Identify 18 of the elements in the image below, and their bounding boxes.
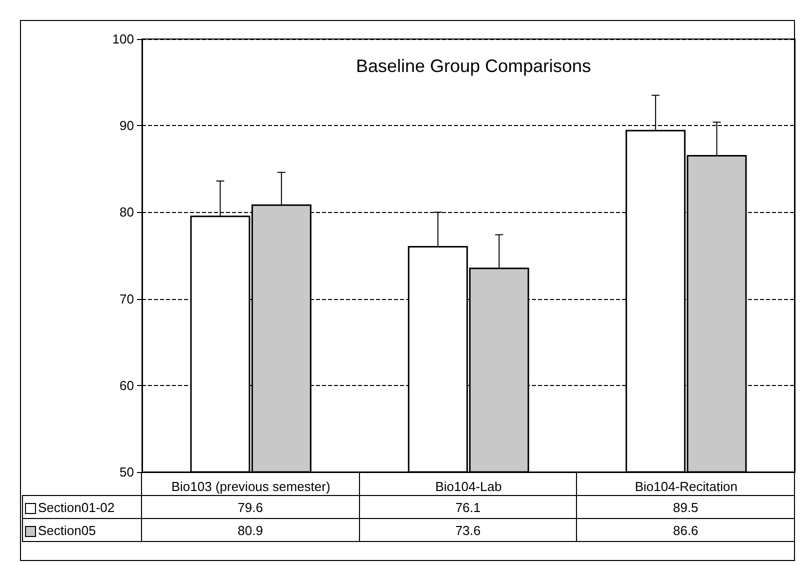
data-label: 79.6 xyxy=(142,496,360,518)
y-tick-label: 100 xyxy=(112,32,134,46)
x-tick-label: Bio104-Recitation xyxy=(634,479,738,494)
y-tick-label: 90 xyxy=(120,118,134,134)
x-tick-label: Bio103 (previous semester) xyxy=(171,479,330,494)
data-label: 86.6 xyxy=(576,518,794,542)
x-tick-label: Bio104-Lab xyxy=(435,479,502,494)
y-tick-label: 60 xyxy=(120,378,134,393)
data-label: 76.1 xyxy=(359,496,577,518)
y-tick-label: 50 xyxy=(120,464,134,480)
text: Baseline Group Comparisons xyxy=(356,56,592,76)
data-label: 80.9 xyxy=(142,518,360,542)
y-tick-label: 80 xyxy=(120,204,134,220)
data-label: 73.6 xyxy=(359,518,577,542)
legend-label: Section05 xyxy=(22,518,142,542)
data-label: 89.5 xyxy=(576,496,794,518)
legend-label: Section01-02 xyxy=(22,496,142,518)
y-tick-label: 70 xyxy=(120,291,134,306)
